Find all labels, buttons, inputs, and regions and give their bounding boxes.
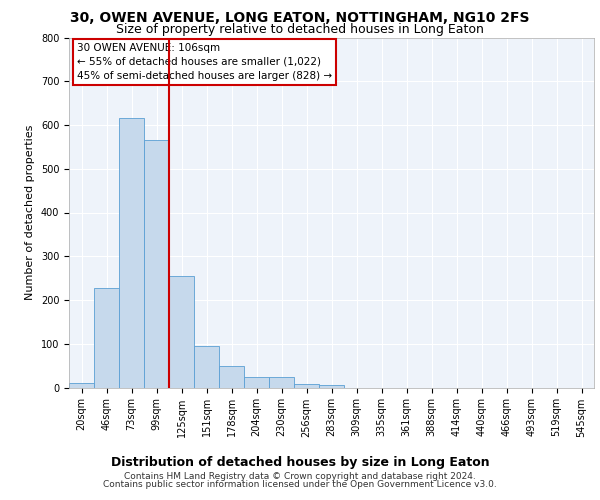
Text: Size of property relative to detached houses in Long Eaton: Size of property relative to detached ho…	[116, 22, 484, 36]
Bar	[169, 276, 194, 388]
Text: 30 OWEN AVENUE: 106sqm
← 55% of detached houses are smaller (1,022)
45% of semi-: 30 OWEN AVENUE: 106sqm ← 55% of detached…	[77, 43, 332, 81]
Text: Distribution of detached houses by size in Long Eaton: Distribution of detached houses by size …	[110, 456, 490, 469]
Bar	[144, 140, 169, 388]
Bar	[119, 118, 144, 388]
Bar	[219, 366, 244, 388]
Bar	[69, 383, 94, 388]
Bar	[269, 377, 294, 388]
Text: Contains public sector information licensed under the Open Government Licence v3: Contains public sector information licen…	[103, 480, 497, 489]
Bar	[294, 384, 319, 388]
Bar	[244, 377, 269, 388]
Bar	[194, 346, 219, 388]
Y-axis label: Number of detached properties: Number of detached properties	[25, 125, 35, 300]
Bar	[94, 288, 119, 388]
Text: 30, OWEN AVENUE, LONG EATON, NOTTINGHAM, NG10 2FS: 30, OWEN AVENUE, LONG EATON, NOTTINGHAM,…	[70, 11, 530, 25]
Text: Contains HM Land Registry data © Crown copyright and database right 2024.: Contains HM Land Registry data © Crown c…	[124, 472, 476, 481]
Bar	[319, 386, 344, 388]
